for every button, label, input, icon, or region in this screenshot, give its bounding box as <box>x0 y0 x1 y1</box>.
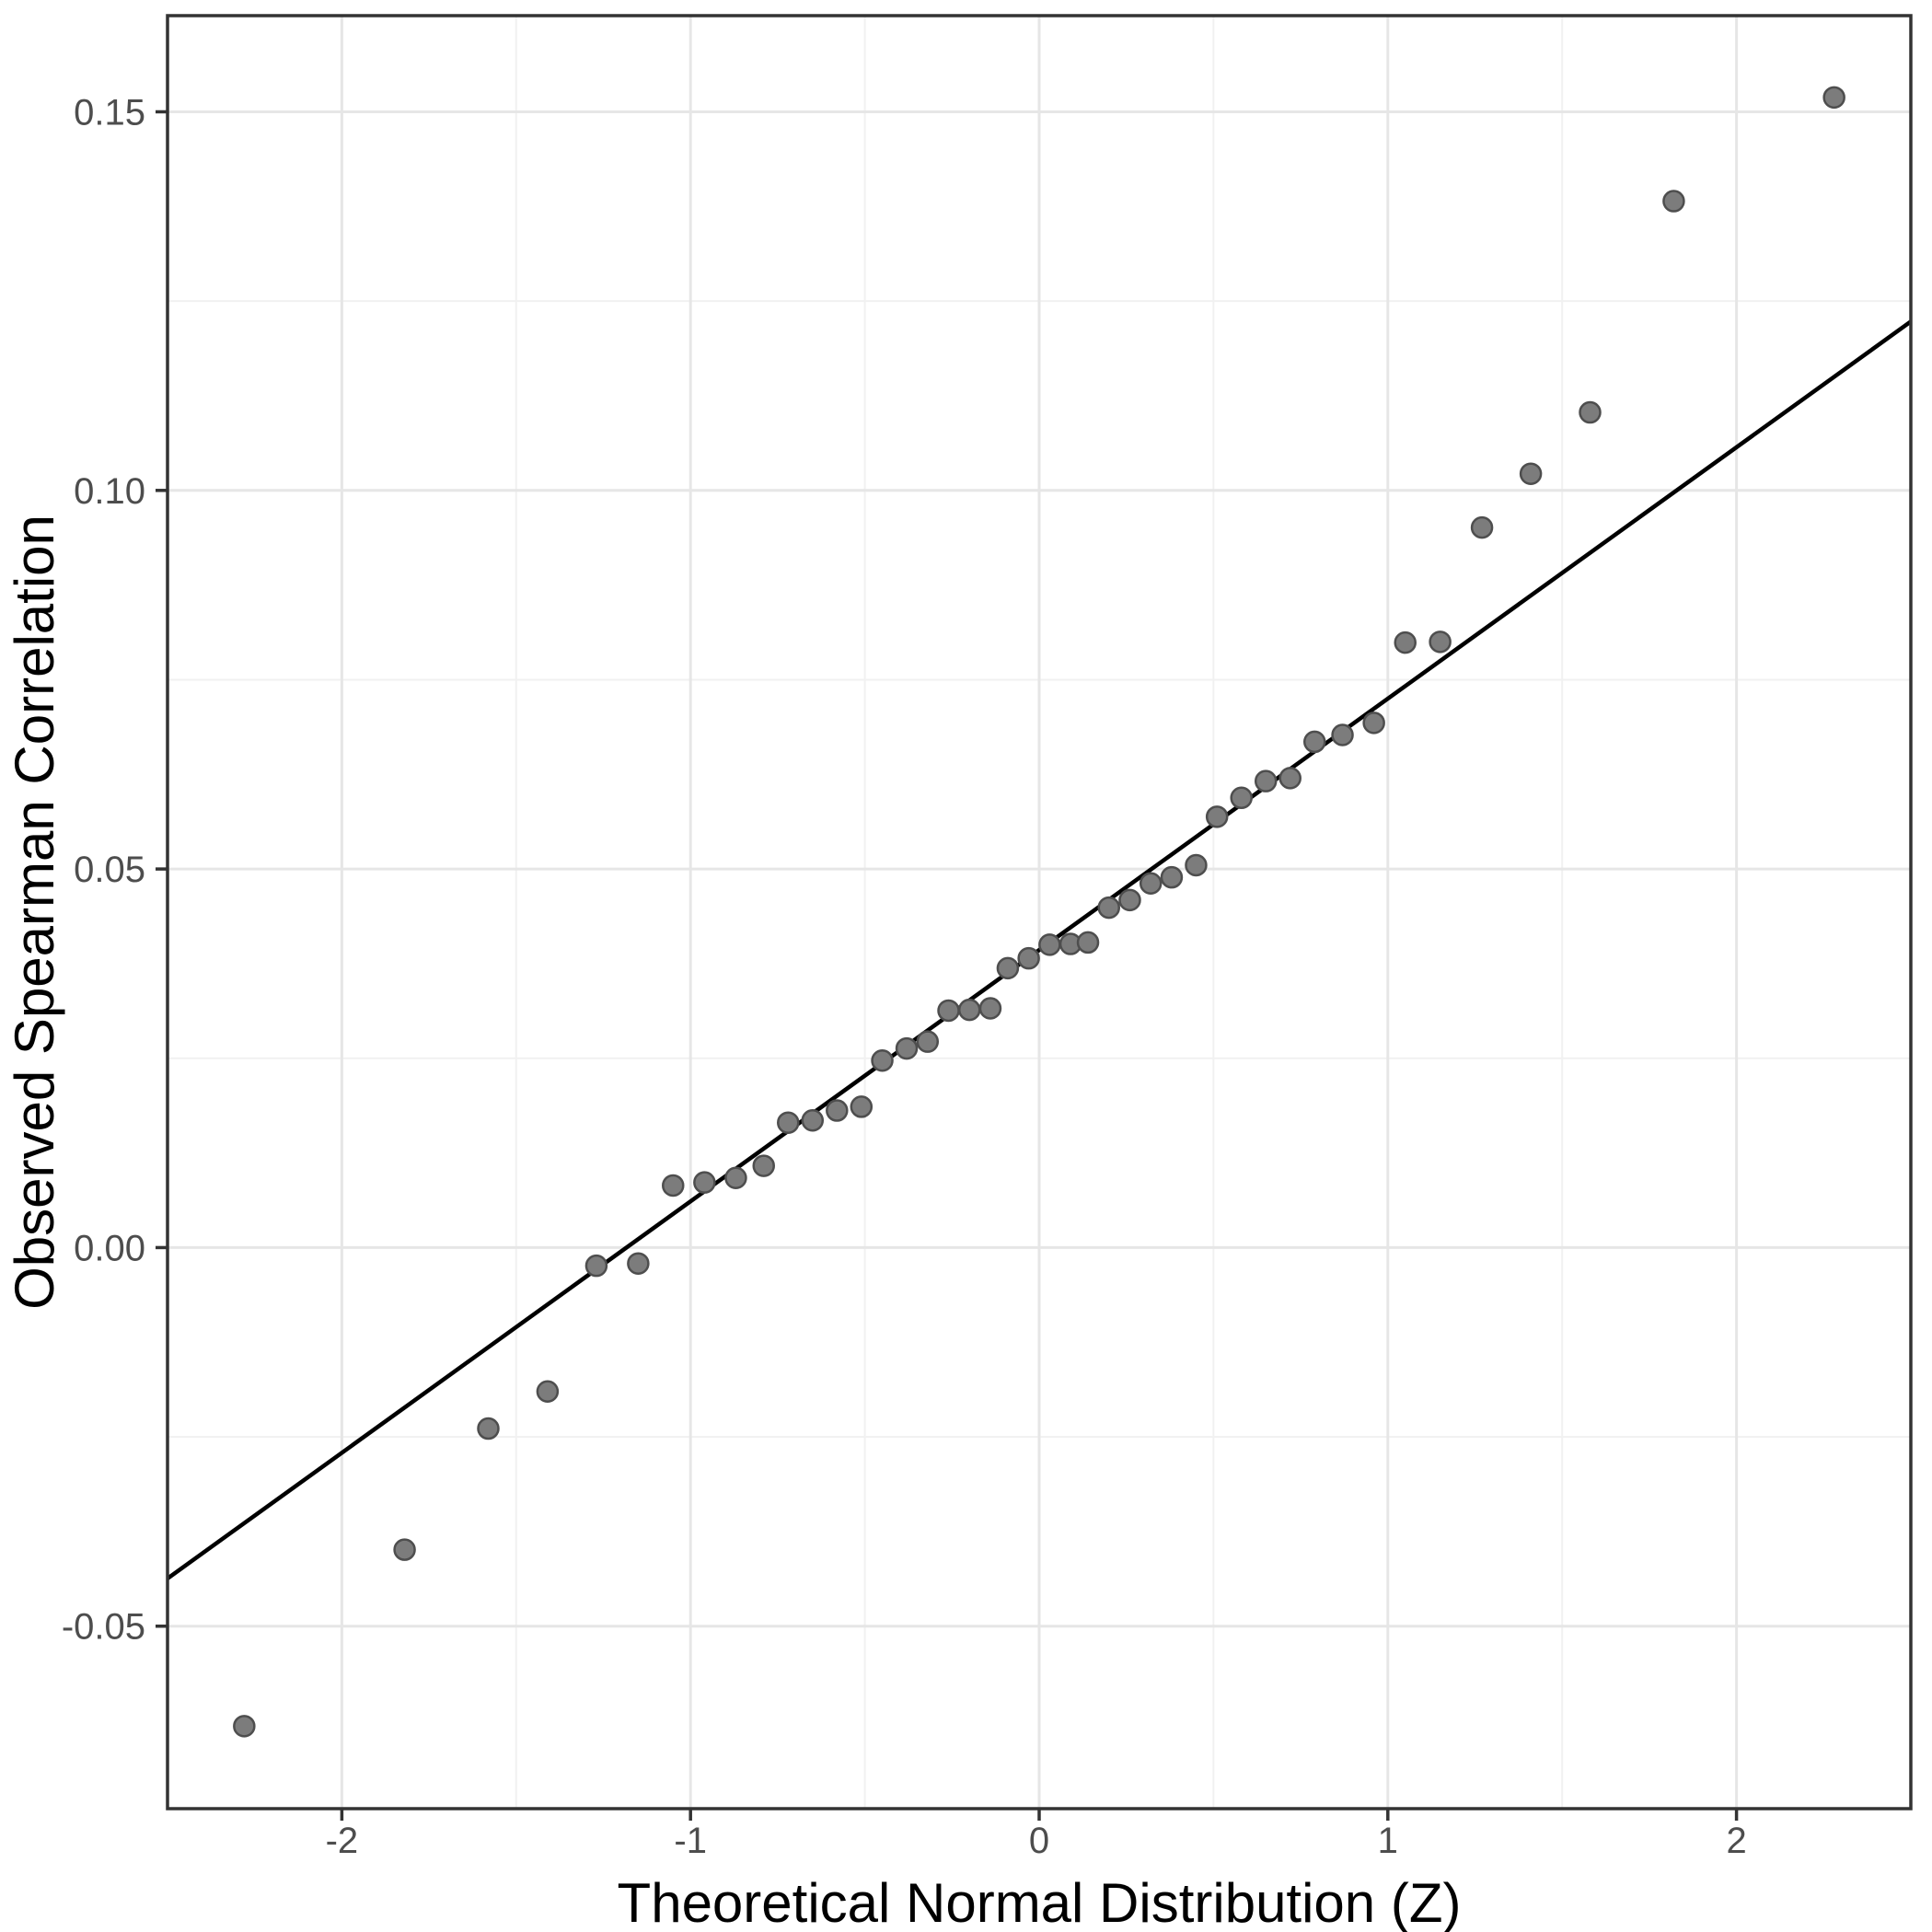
data-point <box>1303 730 1326 754</box>
axis-ticks-layer <box>156 110 1739 1821</box>
data-point <box>584 1254 608 1278</box>
data-point <box>871 1048 894 1072</box>
data-point <box>1118 888 1141 912</box>
data-point <box>777 1111 800 1134</box>
qq-reference-line <box>166 319 1913 1580</box>
data-point <box>1822 86 1845 110</box>
data-point <box>1160 865 1184 889</box>
y-tick-label: -0.05 <box>62 1607 145 1648</box>
data-point <box>536 1380 560 1403</box>
data-point <box>978 997 1002 1020</box>
data-point <box>1254 769 1278 792</box>
data-point <box>1097 896 1121 920</box>
data-point <box>1394 631 1417 654</box>
data-point <box>393 1538 416 1561</box>
data-point <box>233 1715 256 1738</box>
data-point <box>895 1036 919 1060</box>
data-point <box>1038 933 1061 956</box>
data-point <box>662 1174 685 1197</box>
y-tick-label: 0.10 <box>74 471 145 512</box>
data-point <box>752 1154 775 1177</box>
data-point <box>996 956 1020 980</box>
data-point <box>801 1108 825 1132</box>
data-point <box>826 1099 849 1122</box>
data-point <box>1662 190 1685 213</box>
x-tick-label: 2 <box>1726 1821 1746 1861</box>
data-point <box>1139 872 1163 895</box>
data-point <box>1205 805 1229 828</box>
x-tick-label: 0 <box>1029 1821 1049 1861</box>
data-point <box>1429 631 1452 654</box>
qq-reference-line-layer <box>166 319 1913 1580</box>
data-point <box>937 999 960 1023</box>
x-axis-title: Theoretical Normal Distribution (Z) <box>618 1872 1462 1932</box>
data-point <box>1076 931 1100 954</box>
data-point <box>1362 711 1385 735</box>
data-point <box>916 1030 940 1053</box>
axis-tick-labels-layer: -2 -1 0 1 2 0.15 0.10 0.05 0.00 -0.05 <box>62 92 1747 1861</box>
y-tick-label: 0.00 <box>74 1228 145 1268</box>
data-point <box>693 1171 716 1194</box>
y-tick-label: 0.15 <box>74 92 145 133</box>
major-gridlines <box>168 16 1911 1809</box>
data-point <box>1185 853 1208 877</box>
data-point <box>1470 515 1494 539</box>
data-point <box>850 1095 873 1118</box>
data-points-layer <box>233 86 1845 1738</box>
x-tick-label: -1 <box>674 1821 707 1861</box>
data-point <box>477 1417 500 1440</box>
x-tick-label: 1 <box>1378 1821 1398 1861</box>
x-tick-label: -2 <box>326 1821 359 1861</box>
y-axis-title: Observed Spearman Correlation <box>4 515 65 1310</box>
data-point <box>1331 723 1354 746</box>
data-point <box>1519 462 1543 485</box>
data-point <box>1017 946 1040 970</box>
data-point <box>627 1252 650 1275</box>
data-point <box>1278 767 1301 790</box>
data-point <box>1230 786 1253 810</box>
y-tick-label: 0.05 <box>74 850 145 890</box>
data-point <box>724 1166 747 1189</box>
data-point <box>957 998 981 1022</box>
data-point <box>1579 400 1602 424</box>
